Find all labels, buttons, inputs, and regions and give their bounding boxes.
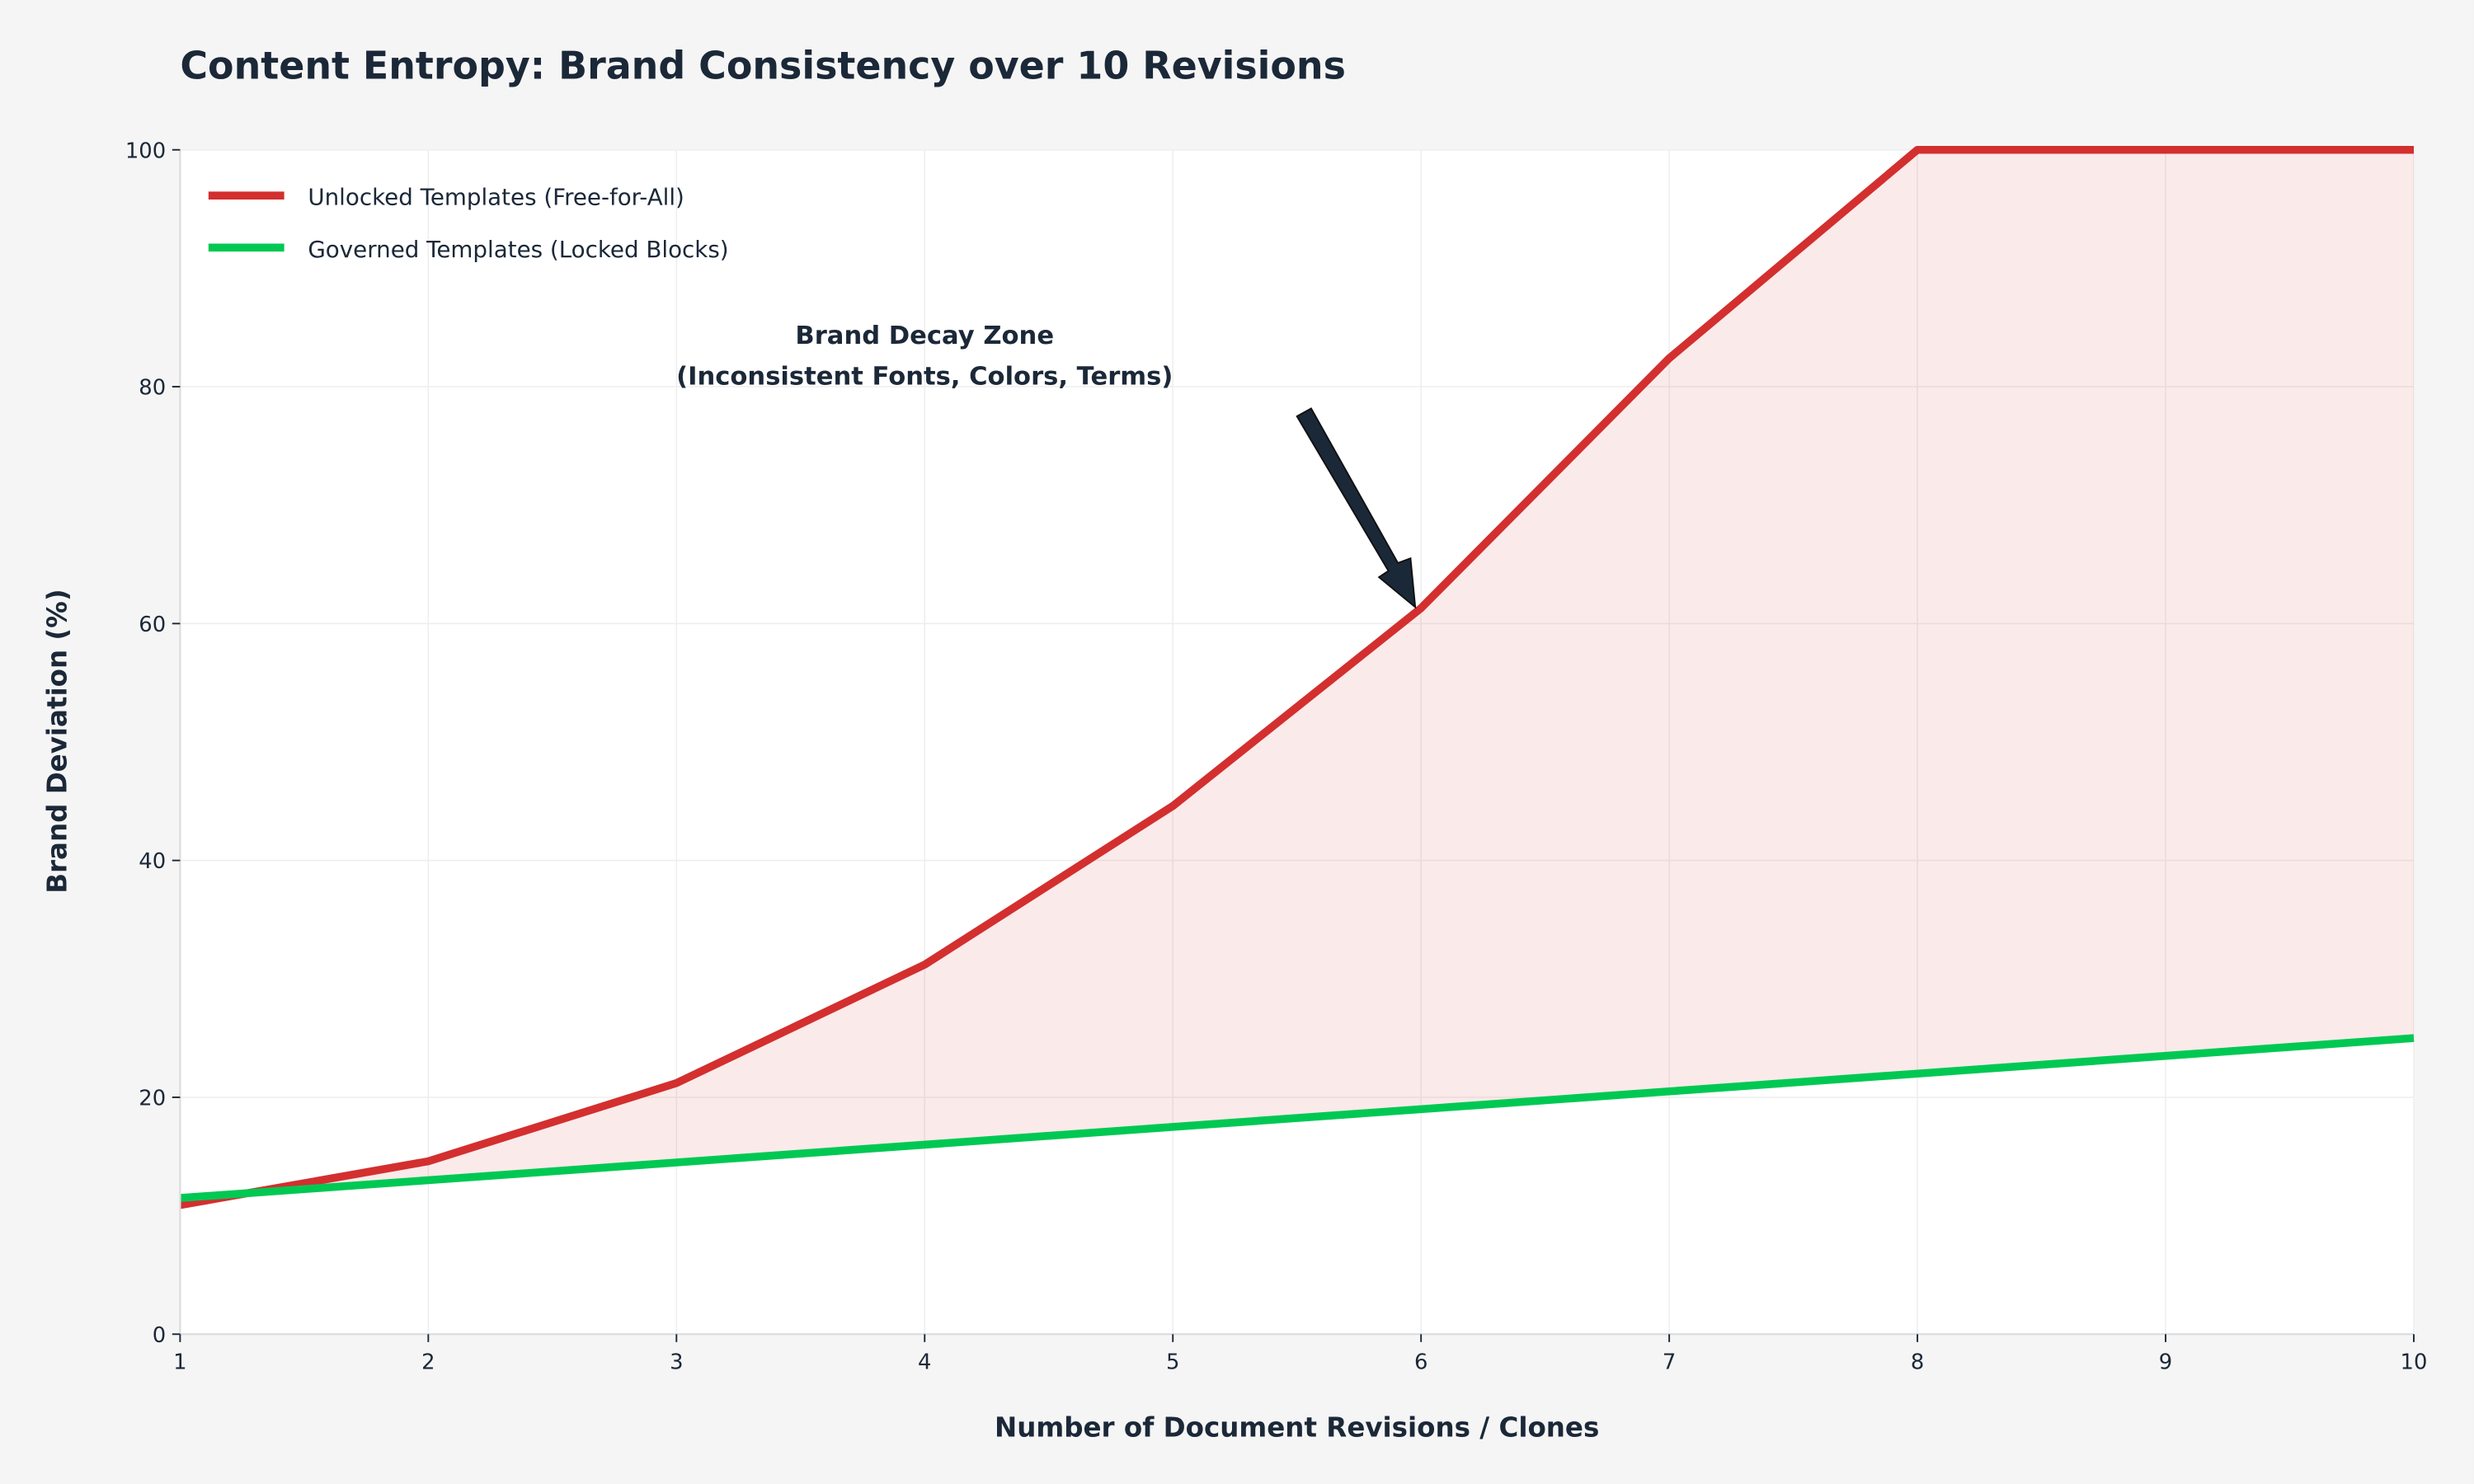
annotation: Brand Decay Zone (Inconsistent Fonts, Co… bbox=[676, 322, 1417, 609]
deviation-gap-fill bbox=[180, 149, 2414, 1205]
x-tick-label: 2 bbox=[421, 1350, 435, 1374]
annotation-arrow-icon bbox=[1296, 407, 1417, 609]
x-tick-label: 5 bbox=[1166, 1350, 1179, 1374]
x-tick-label: 10 bbox=[2401, 1350, 2428, 1374]
y-tick-label: 0 bbox=[153, 1323, 166, 1348]
chart-title: Content Entropy: Brand Consistency over … bbox=[180, 44, 1346, 88]
annotation-line-1: Brand Decay Zone bbox=[795, 322, 1054, 350]
x-axis-label: Number of Document Revisions / Clones bbox=[995, 1412, 1599, 1444]
series-lines bbox=[179, 145, 2415, 1209]
x-tick-label: 9 bbox=[2159, 1350, 2172, 1374]
y-axis-label: Brand Deviation (%) bbox=[42, 589, 73, 893]
plot-area bbox=[180, 149, 2414, 1335]
y-tick-label: 40 bbox=[139, 849, 166, 874]
legend-label-governed: Governed Templates (Locked Blocks) bbox=[308, 236, 728, 263]
legend-label-unlocked: Unlocked Templates (Free-for-All) bbox=[308, 184, 684, 211]
annotation-line-2: (Inconsistent Fonts, Colors, Terms) bbox=[676, 363, 1173, 392]
x-tick-label: 8 bbox=[1911, 1350, 1924, 1374]
series-line-governed bbox=[180, 1034, 2415, 1202]
x-tick-label: 7 bbox=[1663, 1350, 1676, 1374]
x-tick-label: 6 bbox=[1414, 1350, 1427, 1374]
x-tick-label: 1 bbox=[173, 1350, 186, 1374]
x-tick-label: 3 bbox=[670, 1350, 683, 1374]
legend: Unlocked Templates (Free-for-All) Govern… bbox=[208, 184, 729, 263]
y-tick-label: 60 bbox=[139, 613, 166, 637]
x-tick-label: 4 bbox=[918, 1350, 931, 1374]
y-tick-label: 20 bbox=[139, 1087, 166, 1111]
series-line-unlocked bbox=[179, 145, 2414, 1209]
y-tick-label: 80 bbox=[139, 376, 166, 401]
y-tick-label: 100 bbox=[125, 139, 166, 163]
